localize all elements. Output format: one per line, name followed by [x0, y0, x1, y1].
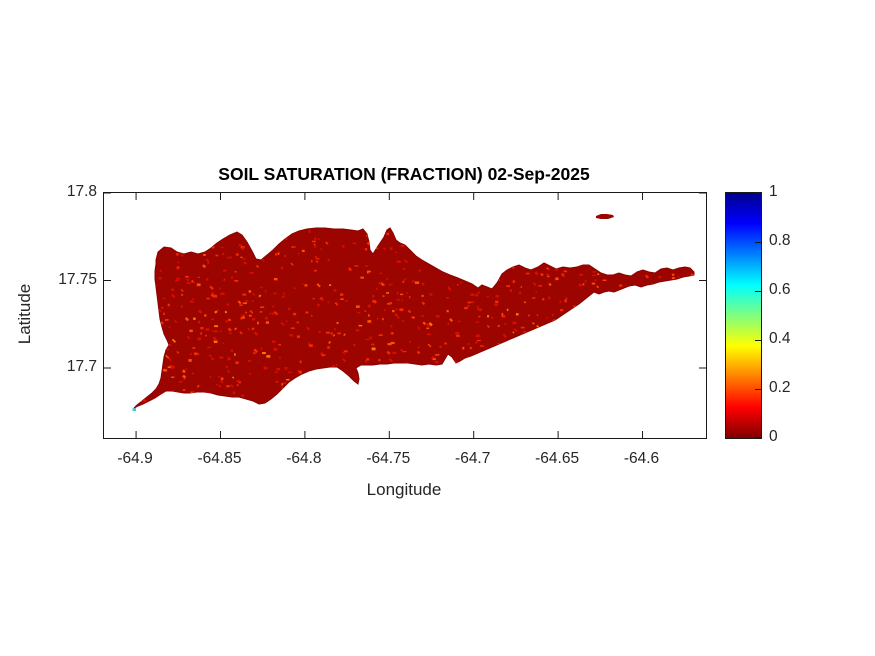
colorbar-tick-label: 0.4 [769, 330, 791, 347]
outlier-pixel [132, 408, 136, 411]
colorbar-tick-label: 0 [769, 428, 778, 445]
x-axis-label: Longitude [366, 480, 442, 499]
colorbar-tick-label: 0.2 [769, 379, 791, 396]
x-tick-label: -64.7 [455, 450, 491, 467]
y-axis-label-text: Latitude [15, 283, 34, 345]
x-tick-label: -64.75 [366, 450, 411, 467]
plot-area [103, 192, 707, 439]
colorbar-tick [755, 242, 761, 243]
colorbar-tick [755, 389, 761, 390]
y-tick-label: 17.8 [66, 183, 97, 200]
chart-title: SOIL SATURATION (FRACTION) 02-Sep-2025 [218, 164, 590, 184]
colorbar-tick [755, 340, 761, 341]
x-tick-label: -64.9 [117, 450, 153, 467]
x-tick-label: -64.6 [623, 450, 660, 467]
x-tick-label: -64.8 [286, 450, 322, 467]
colorbar-tick-label: 1 [769, 183, 778, 200]
buck-island-shape [596, 214, 614, 219]
colorbar [725, 192, 762, 439]
y-tick-label: 17.7 [66, 358, 97, 375]
colorbar-tick [755, 291, 761, 292]
x-tick-label: -64.65 [535, 450, 580, 467]
colorbar-tick [755, 193, 761, 194]
colorbar-tick [755, 437, 761, 438]
colorbar-tick-label: 0.6 [769, 281, 791, 298]
island-map-svg [104, 193, 706, 438]
y-tick-label: 17.75 [58, 270, 97, 288]
colorbar-tick-label: 0.8 [769, 232, 791, 249]
x-tick-label: -64.85 [197, 450, 242, 467]
